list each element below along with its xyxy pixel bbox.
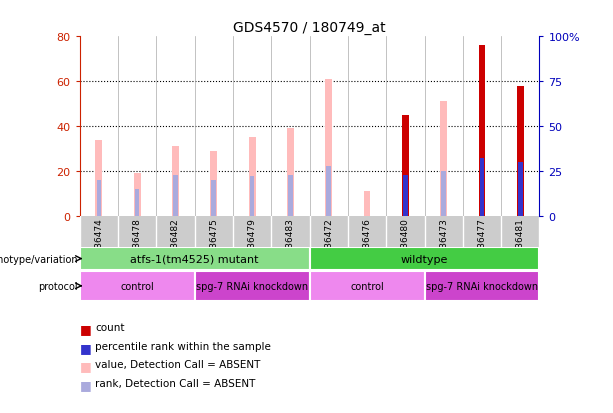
Text: wildtype: wildtype [401, 254, 448, 264]
Text: atfs-1(tm4525) mutant: atfs-1(tm4525) mutant [131, 254, 259, 264]
Bar [134, 174, 140, 216]
Text: GSM936481: GSM936481 [516, 218, 525, 273]
Bar [326, 80, 332, 216]
Text: ■: ■ [80, 378, 91, 391]
Bar [518, 163, 523, 216]
Text: control: control [120, 281, 154, 291]
Bar [402, 116, 409, 216]
Bar [440, 102, 447, 216]
Bar [210, 152, 217, 216]
Bar [480, 159, 484, 216]
Text: protocol: protocol [38, 281, 78, 291]
Text: GSM936476: GSM936476 [362, 218, 371, 273]
Bar [249, 138, 256, 216]
Bar [211, 180, 216, 216]
Text: ■: ■ [80, 322, 91, 335]
Text: rank, Detection Call = ABSENT: rank, Detection Call = ABSENT [95, 378, 256, 388]
Text: genotype/variation: genotype/variation [0, 254, 78, 264]
Title: GDS4570 / 180749_at: GDS4570 / 180749_at [234, 21, 386, 35]
Text: GSM936480: GSM936480 [401, 218, 410, 273]
Bar [424, 271, 539, 301]
Text: GSM936475: GSM936475 [209, 218, 218, 273]
Bar [479, 46, 485, 216]
Text: percentile rank within the sample: percentile rank within the sample [95, 341, 271, 351]
Bar [250, 177, 254, 216]
Bar [97, 180, 101, 216]
Bar [364, 192, 370, 216]
Bar [288, 175, 293, 216]
Bar [135, 190, 139, 216]
Text: control: control [350, 281, 384, 291]
Text: GSM936479: GSM936479 [248, 218, 257, 273]
Bar [403, 175, 408, 216]
Bar [287, 129, 294, 216]
Text: GSM936474: GSM936474 [94, 218, 104, 273]
Bar [172, 147, 179, 216]
Text: ■: ■ [80, 341, 91, 354]
Bar [80, 271, 195, 301]
Text: GSM936483: GSM936483 [286, 218, 295, 273]
Text: GSM936473: GSM936473 [439, 218, 448, 273]
Text: GSM936482: GSM936482 [171, 218, 180, 273]
Text: ■: ■ [80, 359, 91, 372]
Text: spg-7 RNAi knockdown: spg-7 RNAi knockdown [426, 281, 538, 291]
Text: GSM936472: GSM936472 [324, 218, 333, 273]
Bar [310, 271, 424, 301]
Bar [173, 175, 178, 216]
Bar [310, 248, 539, 270]
Bar [327, 166, 331, 216]
Bar [96, 140, 102, 216]
Bar [441, 171, 446, 216]
Text: count: count [95, 322, 124, 332]
Text: GSM936477: GSM936477 [478, 218, 487, 273]
Text: spg-7 RNAi knockdown: spg-7 RNAi knockdown [196, 281, 308, 291]
Bar [517, 86, 524, 216]
Bar [80, 248, 310, 270]
Bar [195, 271, 310, 301]
Text: value, Detection Call = ABSENT: value, Detection Call = ABSENT [95, 359, 261, 369]
Text: GSM936478: GSM936478 [132, 218, 142, 273]
